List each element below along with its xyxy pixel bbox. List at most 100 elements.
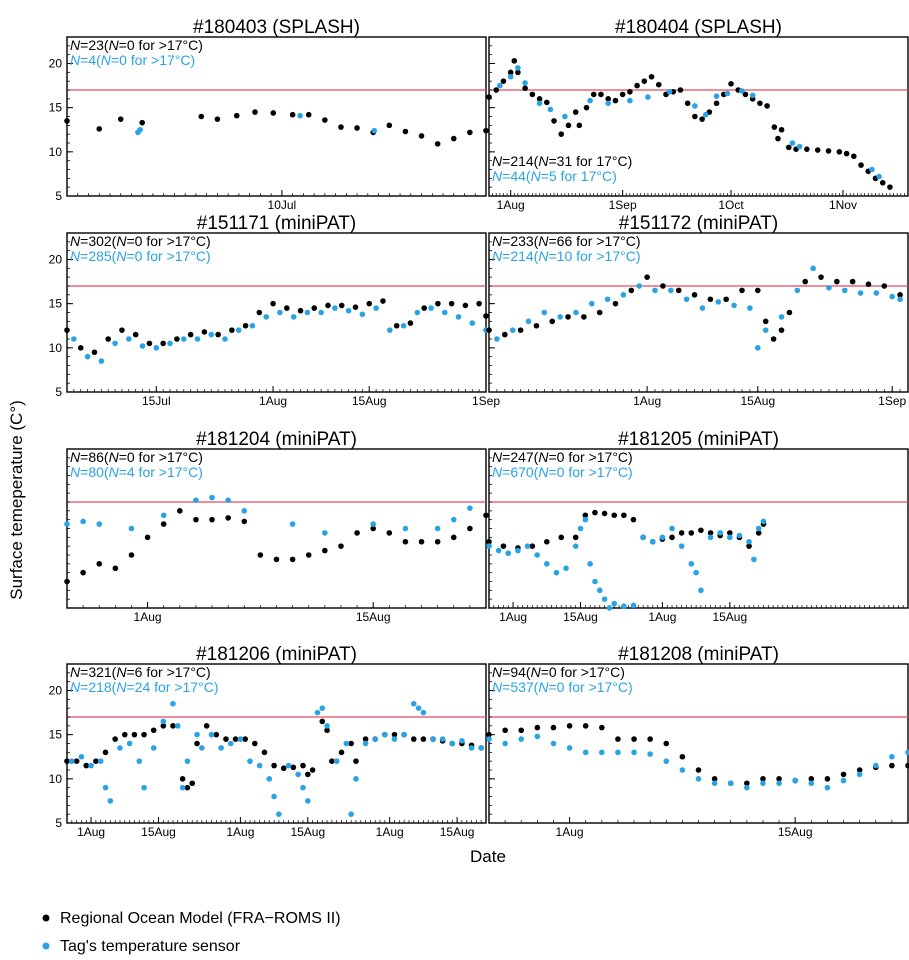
data-point	[402, 128, 409, 135]
data-point	[808, 780, 815, 787]
data-point	[77, 345, 84, 351]
data-point	[778, 126, 785, 133]
data-point	[486, 538, 492, 545]
data-point	[486, 543, 492, 549]
data-point	[692, 113, 698, 120]
data-point	[572, 109, 579, 115]
data-point	[606, 605, 613, 611]
data-point	[502, 740, 508, 747]
data-point	[179, 776, 186, 782]
data-point	[468, 745, 475, 751]
data-point	[631, 749, 637, 756]
x-tick-label: 1Sep	[878, 394, 906, 408]
data-point	[841, 287, 848, 294]
x-tick-label: 15Aug	[141, 825, 176, 839]
data-point	[587, 97, 593, 104]
data-point	[536, 100, 543, 107]
data-point	[599, 724, 605, 731]
data-point	[242, 322, 249, 329]
data-point	[273, 556, 280, 563]
data-point	[435, 300, 441, 307]
data-point	[621, 603, 627, 610]
data-point	[834, 278, 840, 285]
data-point	[102, 784, 109, 791]
data-point	[590, 91, 597, 98]
data-point	[271, 793, 277, 800]
data-point	[225, 497, 231, 504]
x-tick-label: 1Nov	[829, 198, 857, 212]
data-point	[289, 521, 296, 527]
data-point	[372, 736, 379, 742]
data-point	[235, 327, 242, 333]
data-point	[257, 552, 264, 558]
panel-6: #181206 (miniPAT) 20 15 10 5 1Aug 15Aug 1Aug 15A…	[49, 644, 487, 839]
data-point	[242, 736, 248, 742]
data-point	[715, 299, 722, 305]
panel-title: #180404 (SPLASH)	[615, 17, 782, 38]
data-point	[818, 274, 824, 280]
data-point	[486, 731, 492, 738]
data-point	[93, 758, 99, 764]
data-point	[441, 309, 448, 316]
data-point	[558, 131, 565, 137]
data-point	[869, 166, 875, 173]
n-annotation: N=321(N=6 for >17°C)	[70, 664, 211, 680]
data-point	[515, 547, 521, 554]
y-tick-label: 20	[49, 57, 63, 71]
panel-title: #181206 (miniPAT)	[196, 644, 357, 665]
n-annotation: N=670(N=0 for >17°C)	[492, 464, 633, 480]
data-point	[647, 736, 653, 742]
data-point	[333, 758, 340, 764]
x-tick-label: 15Aug	[352, 394, 387, 408]
data-point	[495, 547, 502, 554]
data-point	[634, 82, 640, 89]
data-point	[232, 736, 239, 742]
data-point	[241, 508, 248, 514]
data-point	[362, 740, 369, 747]
data-point	[150, 745, 157, 751]
data-point	[755, 530, 762, 536]
data-point	[112, 736, 118, 742]
data-point	[534, 552, 540, 558]
y-tick-label: 20	[49, 684, 63, 698]
data-point	[353, 758, 359, 764]
y-tick-label: 5	[55, 189, 62, 203]
data-point	[760, 518, 767, 525]
legend-label-tag: Tag's temperature sensor	[60, 938, 241, 955]
data-point	[400, 322, 407, 329]
data-point	[494, 336, 500, 342]
data-point	[505, 550, 512, 557]
data-point	[415, 705, 422, 711]
data-point	[826, 284, 832, 291]
data-point	[83, 762, 90, 769]
data-point	[873, 290, 880, 296]
data-point	[824, 776, 831, 782]
data-point	[370, 521, 376, 527]
data-point	[699, 116, 705, 122]
data-point	[698, 587, 704, 594]
data-point	[736, 532, 743, 539]
data-point	[502, 331, 508, 338]
data-point	[218, 745, 224, 751]
data-point	[668, 287, 674, 294]
data-point	[84, 353, 91, 360]
data-point	[126, 740, 133, 747]
data-point	[318, 309, 324, 316]
data-point	[160, 718, 167, 725]
data-point	[261, 749, 268, 756]
data-point	[247, 758, 253, 764]
data-point	[573, 309, 579, 316]
data-point	[136, 758, 143, 764]
data-point	[663, 758, 670, 764]
series-tag	[71, 305, 489, 364]
data-point	[434, 141, 441, 147]
data-point	[126, 336, 132, 342]
data-point	[754, 287, 761, 294]
data-point	[711, 780, 718, 787]
series-tag	[486, 516, 767, 611]
x-tick-label: 1Aug	[226, 825, 254, 839]
data-point	[507, 69, 514, 76]
data-point	[655, 81, 662, 88]
x-tick-label: 15Aug	[356, 610, 391, 624]
data-point	[450, 534, 457, 541]
